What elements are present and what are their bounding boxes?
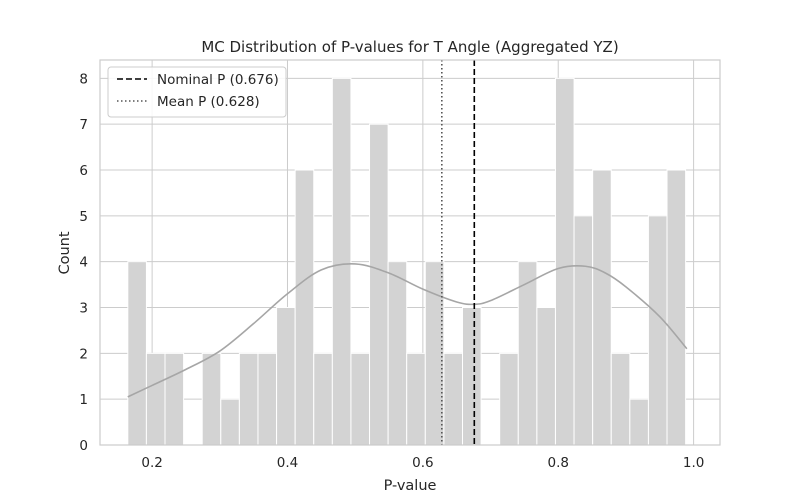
histogram-bar-17 bbox=[443, 352, 463, 446]
legend-frame bbox=[107, 66, 287, 118]
y-tick-label-0: 0 bbox=[79, 438, 88, 454]
x-ticks: 0.2 0.4 0.6 0.8 1.0 bbox=[141, 455, 704, 471]
histogram-bar-1 bbox=[145, 352, 166, 446]
histogram-bar-8 bbox=[276, 307, 296, 446]
histogram-bar-20 bbox=[499, 352, 519, 446]
y-axis-label: Count bbox=[57, 231, 73, 274]
legend-label-mean: Mean P (0.628) bbox=[157, 94, 260, 110]
histogram-bar-4 bbox=[201, 352, 222, 446]
histogram-bar-21 bbox=[517, 261, 538, 446]
x-tick-label-4: 1.0 bbox=[683, 455, 704, 471]
x-tick-label-0: 0.2 bbox=[141, 455, 162, 471]
legend-label-nominal: Nominal P (0.676) bbox=[157, 72, 279, 88]
histogram-bar-25 bbox=[592, 169, 612, 446]
histogram-bar-23 bbox=[554, 77, 575, 446]
kde-curve bbox=[127, 263, 688, 398]
reference-lines bbox=[441, 60, 476, 445]
histogram-bar-9 bbox=[294, 169, 315, 446]
histogram-bar-11 bbox=[331, 77, 352, 446]
legend: Nominal P (0.676) Mean P (0.628) bbox=[107, 66, 287, 118]
histogram-bar-14 bbox=[387, 261, 408, 446]
histogram-bar-2 bbox=[164, 352, 185, 446]
y-tick-label-4: 4 bbox=[79, 255, 88, 271]
histogram-bar-27 bbox=[629, 398, 649, 446]
x-tick-label-1: 0.4 bbox=[277, 455, 298, 471]
plot-frame bbox=[99, 59, 721, 446]
kde-curve-group bbox=[127, 263, 688, 398]
y-ticks: 0 1 2 3 4 5 6 7 8 bbox=[79, 71, 88, 454]
x-axis-label: P-value bbox=[384, 478, 437, 494]
y-tick-label-1: 1 bbox=[79, 392, 88, 408]
histogram-bar-29 bbox=[666, 169, 687, 446]
histogram-bar-5 bbox=[220, 398, 240, 446]
histogram-bar-24 bbox=[573, 215, 594, 446]
y-tick-label-5: 5 bbox=[79, 209, 88, 225]
histogram-bar-6 bbox=[238, 352, 259, 446]
x-tick-label-2: 0.6 bbox=[412, 455, 433, 471]
chart-title: MC Distribution of P-values for T Angle … bbox=[201, 38, 618, 56]
y-tick-label-6: 6 bbox=[79, 163, 88, 179]
y-tick-label-7: 7 bbox=[79, 117, 88, 133]
histogram-bar-28 bbox=[647, 215, 668, 446]
histogram-bar-22 bbox=[536, 307, 556, 446]
y-tick-label-2: 2 bbox=[79, 346, 88, 362]
histogram-bar-18 bbox=[461, 307, 482, 446]
histogram-bar-26 bbox=[610, 352, 631, 446]
x-tick-label-3: 0.8 bbox=[547, 455, 568, 471]
histogram-bar-15 bbox=[406, 352, 426, 446]
y-tick-label-8: 8 bbox=[79, 71, 88, 87]
histogram-bar-7 bbox=[257, 352, 278, 446]
histogram-bar-10 bbox=[313, 352, 333, 446]
histogram-bar-12 bbox=[350, 352, 371, 446]
histogram-bar-13 bbox=[369, 123, 389, 446]
histogram-bar-0 bbox=[127, 261, 147, 446]
y-tick-label-3: 3 bbox=[79, 301, 88, 317]
